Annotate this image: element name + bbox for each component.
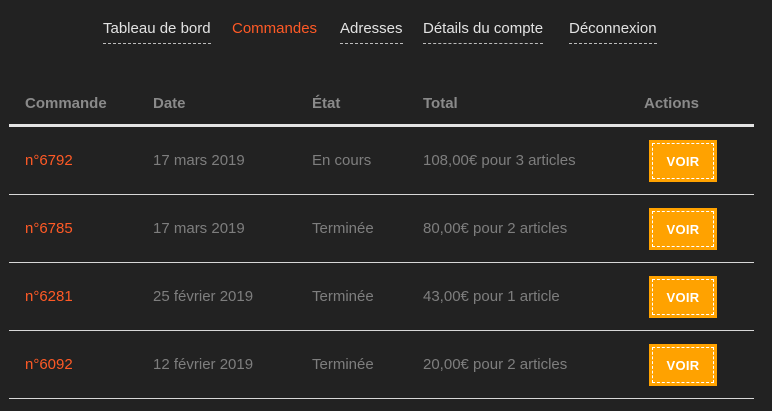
nav-item-logout[interactable]: Déconnexion [569, 19, 657, 44]
view-order-button-label: VOIR [652, 279, 714, 315]
header-total: Total [423, 95, 458, 112]
order-total: 108,00€ pour 3 articles [423, 152, 576, 169]
nav-item-account-details[interactable]: Détails du compte [423, 19, 544, 44]
nav-item-dashboard[interactable]: Tableau de bord [103, 19, 211, 44]
account-navigation: Tableau de bord Commandes Adresses Détai… [0, 19, 772, 51]
header-order: Commande [25, 95, 107, 112]
view-order-button[interactable]: VOIR [649, 276, 717, 318]
view-order-button-label: VOIR [652, 211, 714, 247]
order-date: 12 février 2019 [153, 356, 254, 373]
table-row: n°6281 25 février 2019 Terminée 43,00€ p… [9, 263, 754, 331]
order-number-link[interactable]: n°6281 [25, 288, 73, 305]
order-status: Terminée [312, 288, 374, 305]
view-order-button[interactable]: VOIR [649, 344, 717, 386]
header-date: Date [153, 95, 186, 112]
table-row: n°6792 17 mars 2019 En cours 108,00€ pou… [9, 127, 754, 195]
order-number-link[interactable]: n°6792 [25, 152, 73, 169]
order-number-link[interactable]: n°6092 [25, 356, 73, 373]
order-total: 20,00€ pour 2 articles [423, 356, 568, 373]
order-status: En cours [312, 152, 372, 169]
order-status: Terminée [312, 356, 374, 373]
view-order-button[interactable]: VOIR [649, 140, 717, 182]
order-date: 25 février 2019 [153, 288, 254, 305]
order-total: 80,00€ pour 2 articles [423, 220, 568, 237]
order-number-link[interactable]: n°6785 [25, 220, 73, 237]
order-status: Terminée [312, 220, 374, 237]
orders-table: Commande Date État Total Actions n°6792 … [9, 82, 754, 399]
order-date: 17 mars 2019 [153, 220, 245, 237]
header-actions: Actions [644, 95, 700, 112]
nav-item-orders[interactable]: Commandes [232, 20, 318, 37]
order-date: 17 mars 2019 [153, 152, 245, 169]
table-row: n°6092 12 février 2019 Terminée 20,00€ p… [9, 331, 754, 399]
header-status: État [312, 95, 341, 112]
nav-item-addresses[interactable]: Adresses [340, 19, 403, 44]
order-total: 43,00€ pour 1 article [423, 288, 560, 305]
table-header: Commande Date État Total Actions [9, 82, 754, 127]
view-order-button[interactable]: VOIR [649, 208, 717, 250]
view-order-button-label: VOIR [652, 347, 714, 383]
view-order-button-label: VOIR [652, 143, 714, 179]
table-row: n°6785 17 mars 2019 Terminée 80,00€ pour… [9, 195, 754, 263]
